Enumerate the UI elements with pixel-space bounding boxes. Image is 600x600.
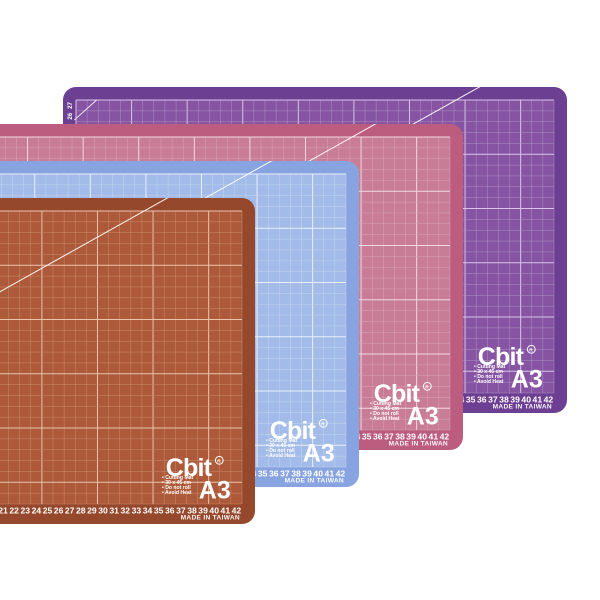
- svg-text:31: 31: [109, 506, 119, 516]
- svg-text:26: 26: [67, 112, 74, 119]
- svg-text:24: 24: [32, 506, 42, 516]
- svg-text:28: 28: [76, 506, 86, 516]
- svg-text:36: 36: [269, 469, 279, 479]
- svg-text:36: 36: [373, 432, 383, 442]
- svg-text:22: 22: [9, 506, 19, 516]
- svg-text:27: 27: [65, 506, 75, 516]
- svg-text:A3: A3: [511, 365, 543, 393]
- svg-text:MADE IN TAIWAN: MADE IN TAIWAN: [493, 404, 552, 411]
- svg-text:MADE IN TAIWAN: MADE IN TAIWAN: [181, 515, 240, 522]
- svg-text:33: 33: [132, 506, 142, 516]
- svg-text:R: R: [425, 385, 429, 391]
- svg-text:32: 32: [120, 506, 130, 516]
- svg-text:30: 30: [98, 506, 108, 516]
- svg-text:21: 21: [0, 506, 8, 516]
- svg-text:36: 36: [477, 395, 487, 405]
- svg-text:A3: A3: [407, 402, 439, 430]
- svg-text:• Avoid Heat: • Avoid Heat: [474, 379, 504, 385]
- svg-text:MADE IN TAIWAN: MADE IN TAIWAN: [389, 441, 448, 448]
- svg-text:A3: A3: [199, 476, 231, 504]
- svg-text:R: R: [217, 459, 221, 465]
- svg-text:26: 26: [54, 506, 64, 516]
- svg-text:27: 27: [67, 101, 74, 108]
- svg-text:36: 36: [165, 506, 175, 516]
- svg-text:25: 25: [43, 506, 53, 516]
- svg-text:R: R: [529, 348, 533, 354]
- svg-text:23: 23: [20, 506, 30, 516]
- svg-text:A3: A3: [303, 439, 335, 467]
- svg-text:MADE IN TAIWAN: MADE IN TAIWAN: [285, 478, 344, 485]
- svg-text:• Avoid Heat: • Avoid Heat: [162, 490, 192, 496]
- svg-text:35: 35: [362, 432, 372, 442]
- svg-text:35: 35: [258, 469, 268, 479]
- svg-text:34: 34: [143, 506, 153, 516]
- svg-text:29: 29: [87, 506, 97, 516]
- svg-text:• Avoid Heat: • Avoid Heat: [266, 453, 296, 459]
- svg-text:• Avoid Heat: • Avoid Heat: [370, 416, 400, 422]
- svg-text:35: 35: [154, 506, 164, 516]
- svg-text:35: 35: [466, 395, 476, 405]
- svg-text:R: R: [321, 422, 325, 428]
